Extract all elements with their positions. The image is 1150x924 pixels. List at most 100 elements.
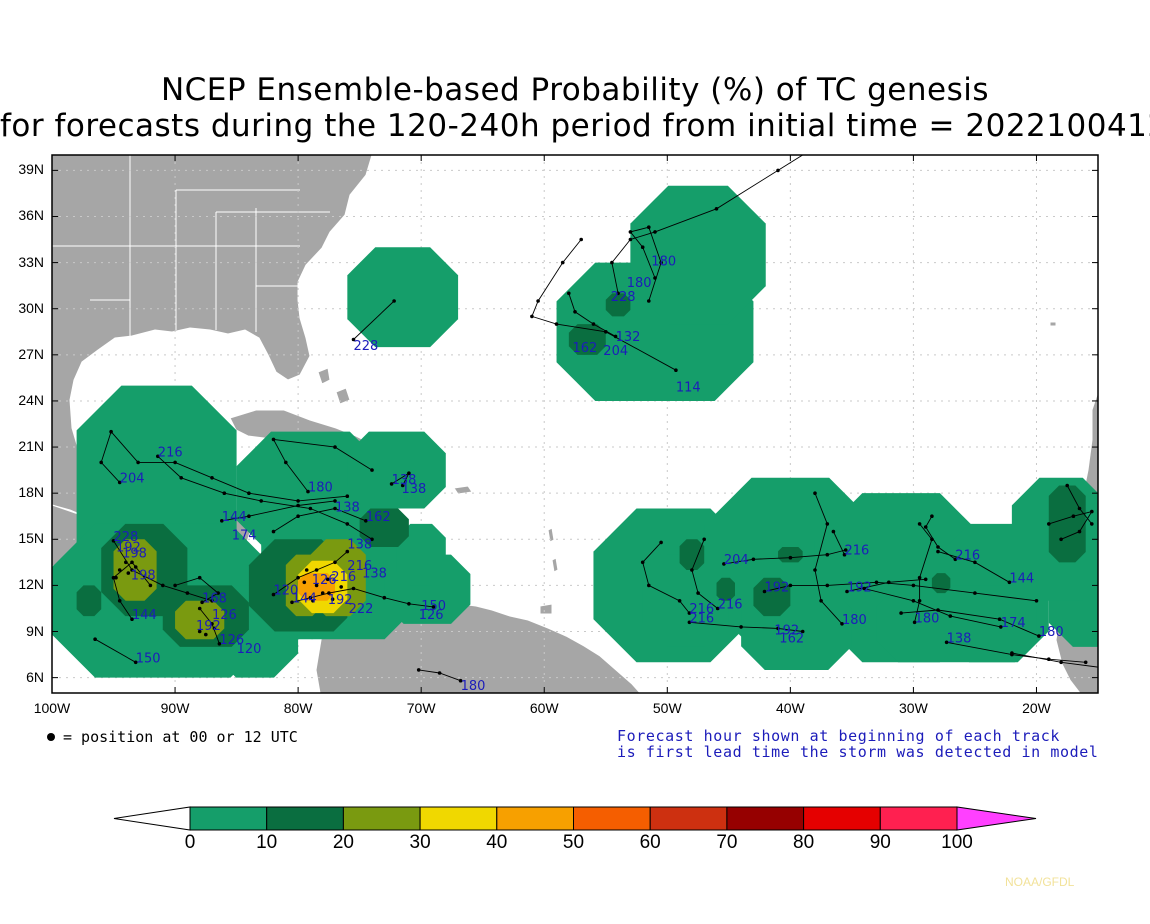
state-borders (52, 155, 330, 336)
track-dot (320, 591, 325, 595)
lat-label: 27N (18, 345, 44, 362)
track-dot (936, 608, 940, 612)
track-dot (997, 617, 1002, 621)
track-dot (185, 591, 190, 595)
storm-track (112, 561, 151, 620)
track-dot (133, 660, 138, 665)
storm-track (946, 641, 1086, 663)
storm-track (723, 549, 846, 565)
track-dot (126, 571, 131, 575)
storm-track (272, 438, 373, 492)
track-dot (333, 499, 337, 503)
track-dot (222, 491, 227, 496)
track-dot (899, 611, 903, 615)
track-dot (407, 602, 411, 606)
track-dot (647, 299, 651, 303)
colorbar-label: 60 (639, 832, 661, 853)
track-dot (304, 568, 309, 572)
track-dot (392, 299, 396, 303)
track-dot (296, 514, 300, 518)
storm-track (846, 578, 926, 592)
track-dot (677, 599, 682, 603)
storm-track (1048, 510, 1093, 540)
prob-10-20 (716, 577, 735, 601)
prob-0-10 (938, 523, 1049, 663)
track-dot (130, 617, 134, 621)
prob-0-10 (642, 554, 729, 647)
lon-label: 40W (775, 700, 805, 716)
track-dot (1077, 529, 1082, 534)
colorbar-segment (879, 806, 958, 831)
track-dot (161, 583, 165, 588)
track-dot (1071, 514, 1076, 518)
track-dot (345, 494, 350, 499)
track-dot (325, 577, 330, 582)
prob-0-10 (384, 554, 471, 624)
track-dot (296, 575, 300, 580)
storm-track (611, 155, 804, 294)
track-hour-label: 138 (347, 538, 372, 553)
position-dot-icon (47, 733, 55, 741)
track-dot (573, 310, 577, 314)
storm-track (568, 293, 616, 337)
track-dot (117, 480, 122, 485)
storm-track (221, 500, 336, 522)
lat-label: 30N (18, 299, 44, 316)
track-hour-label: 114 (676, 381, 701, 396)
track-dot (567, 291, 571, 296)
track-dot (653, 276, 657, 280)
colorbar-label: 20 (332, 832, 354, 853)
track-dot (1083, 660, 1088, 665)
storm-track (273, 551, 348, 595)
lon-label: 100W (33, 700, 71, 716)
track-hour-label: 180 (651, 255, 676, 270)
track-dot (333, 445, 337, 449)
track-hour-label: 180 (627, 276, 652, 291)
track-dot (751, 557, 756, 562)
track-dot (936, 549, 940, 554)
storm-track (353, 300, 395, 340)
track-dot (431, 605, 436, 609)
prob-0-10 (1048, 493, 1098, 647)
track-dot (382, 595, 387, 600)
track-hour-label: 216 (158, 445, 183, 460)
track-dot (862, 586, 866, 591)
storm-track (832, 531, 845, 555)
track-hour-label: 168 (1108, 657, 1133, 672)
colorbar-segment (189, 806, 268, 831)
track-dot (290, 600, 294, 605)
track-dot (536, 299, 540, 303)
track-dot (400, 483, 405, 488)
track-hour-label: 216 (718, 598, 743, 613)
storm-track (764, 581, 1037, 602)
track-dot (825, 552, 830, 557)
prob-0-10 (347, 247, 459, 348)
colorbar-left-arrow (113, 806, 191, 831)
track-dot (831, 529, 836, 534)
track-hour-label: 216 (955, 548, 980, 563)
lon-label: 50W (652, 700, 682, 716)
track-dot (1059, 537, 1063, 542)
track-hour-label: 138 (947, 631, 972, 646)
track-dot (647, 583, 651, 588)
lat-label: 33N (18, 253, 44, 270)
track-hour-label: 180 (308, 481, 333, 496)
track-dot (327, 591, 331, 595)
track-dot (333, 560, 337, 565)
track-hour-label: 198 (131, 568, 156, 583)
track-dot (776, 168, 780, 173)
track-hour-label: 150 (421, 599, 446, 614)
track-hour-label: 150 (136, 651, 161, 666)
prob-10-20 (778, 546, 803, 563)
track-dot (616, 291, 620, 296)
colorbar-label: 30 (409, 832, 431, 853)
map-border (51, 154, 1099, 694)
storm-track (901, 609, 1040, 637)
prob-0-10 (1011, 477, 1098, 601)
track-dot (973, 591, 977, 595)
track-hour-label: 192 (774, 624, 799, 639)
track-dot (173, 583, 177, 588)
track-dot (887, 580, 891, 585)
track-dot (917, 599, 922, 603)
track-dot (271, 529, 276, 534)
